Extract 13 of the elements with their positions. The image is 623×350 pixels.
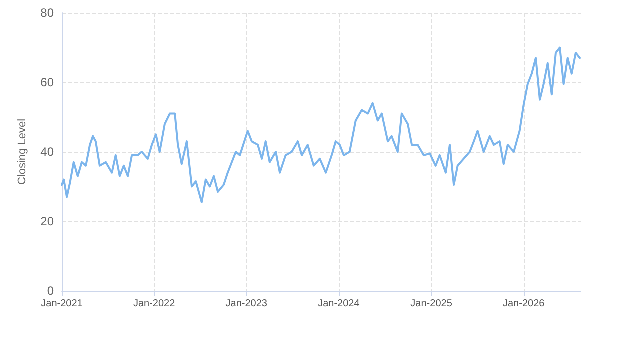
x-tick-label: Jan-2026 <box>502 298 546 310</box>
y-tick-label: 20 <box>40 214 54 228</box>
y-tick-label: 40 <box>40 145 54 159</box>
y-tick-label: 80 <box>40 6 54 20</box>
y-tick-label: 0 <box>47 284 54 298</box>
line-series <box>61 46 581 204</box>
x-tick-label: Jan-2024 <box>318 298 360 310</box>
y-axis-title: Closing Level <box>16 118 28 186</box>
y-tick-label: 60 <box>40 76 54 90</box>
x-tick-label: Jan-2022 <box>133 298 176 310</box>
x-tick-label: Jan-2023 <box>226 298 268 310</box>
x-tick-label: Jan-2025 <box>410 298 453 310</box>
x-tick-label: Jan-2021 <box>41 298 84 310</box>
